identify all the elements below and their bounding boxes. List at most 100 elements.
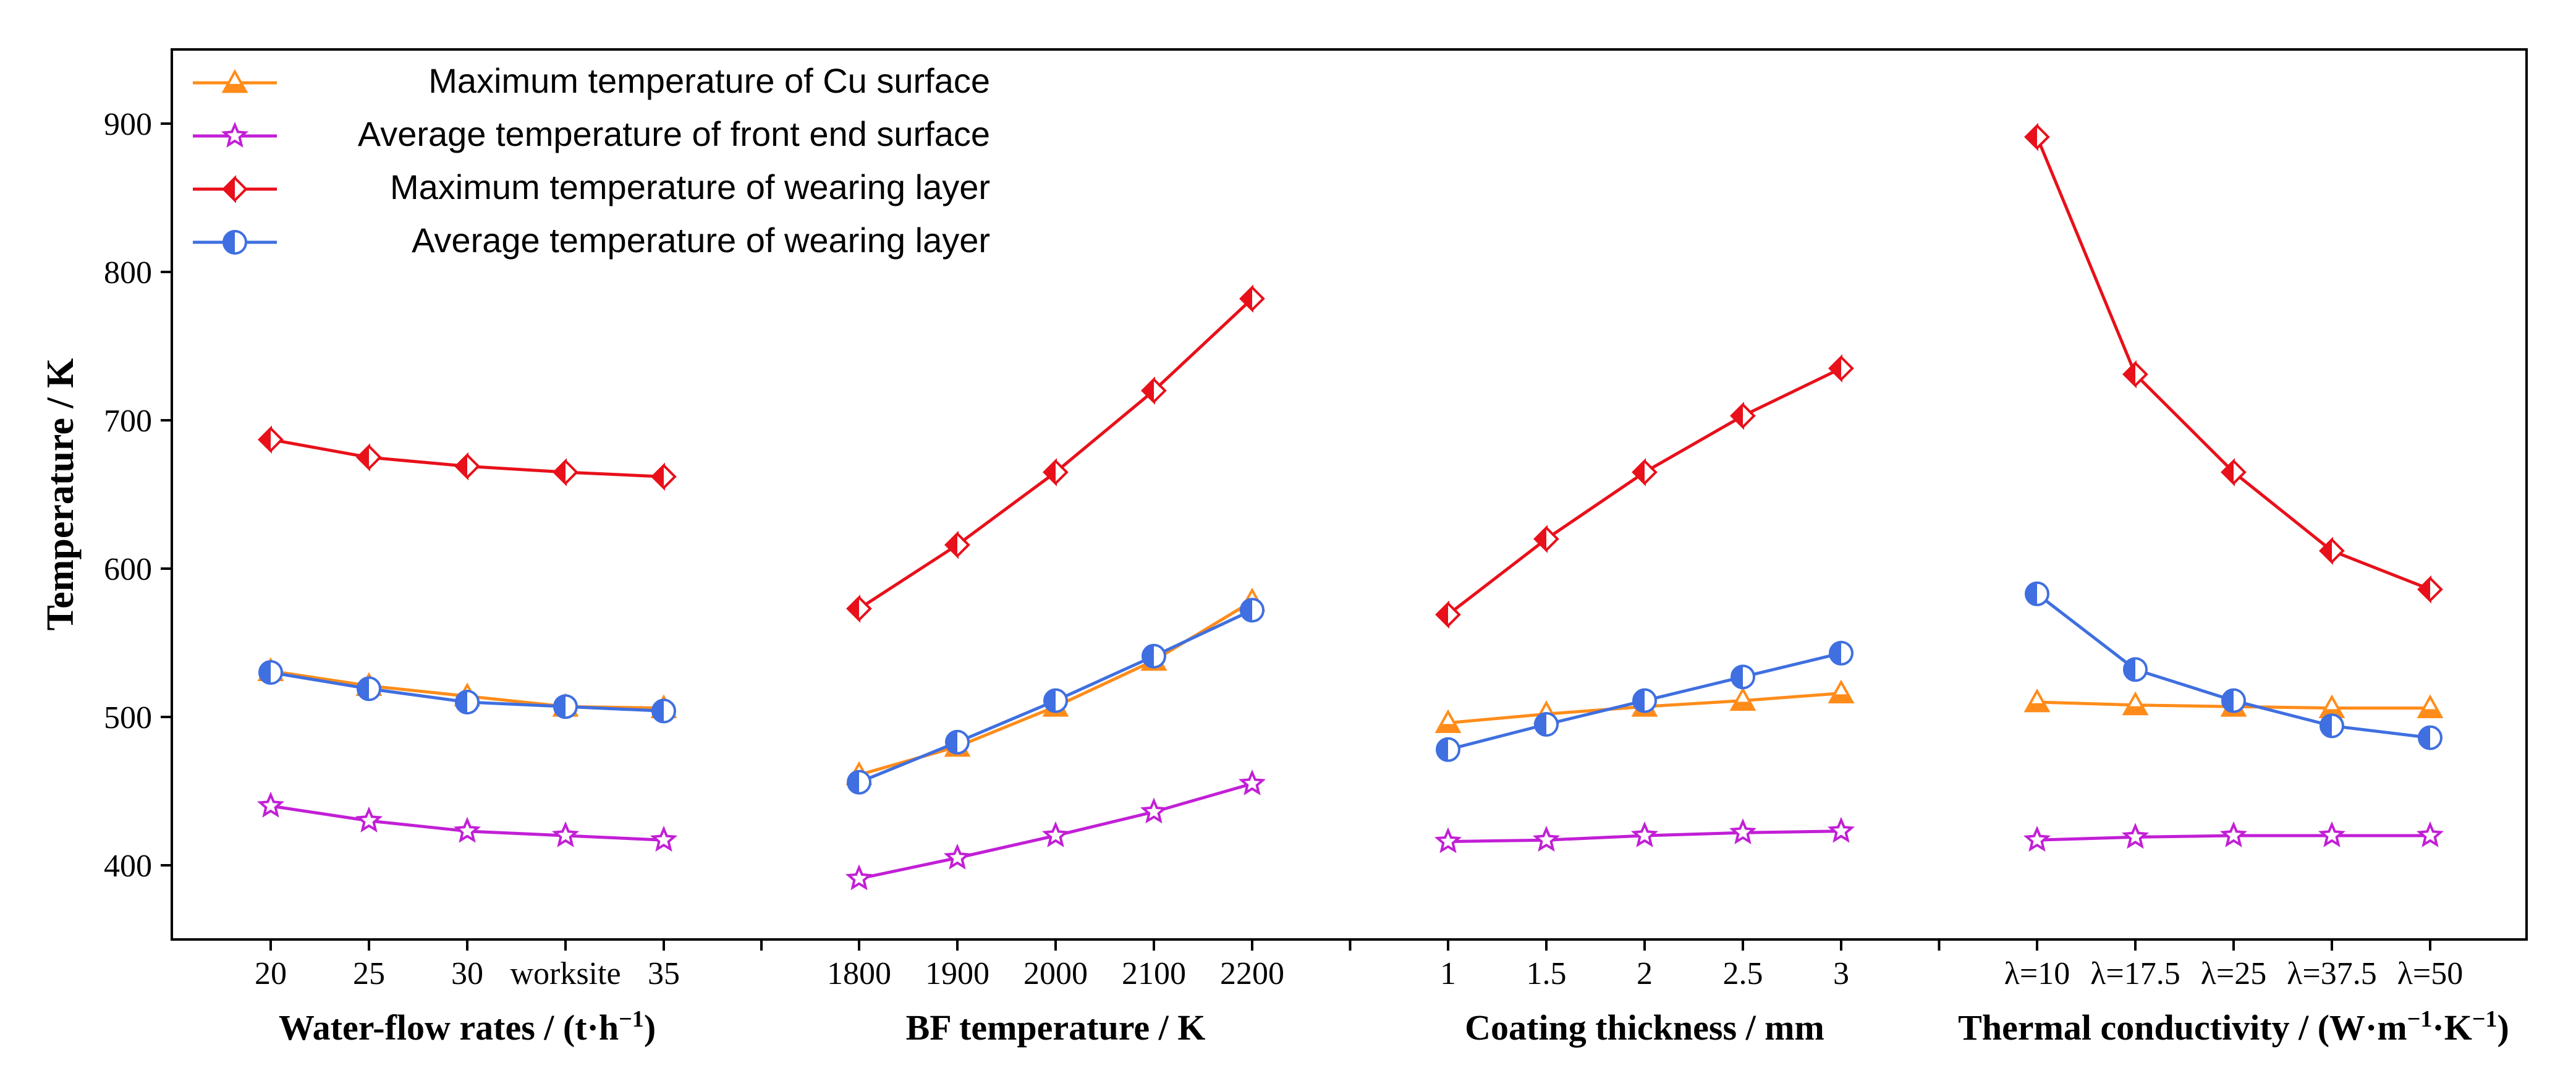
- data-point-circle-fill: [2222, 689, 2234, 712]
- series-line: [2035, 136, 2431, 591]
- x-tick-label: 2200: [1220, 956, 1284, 991]
- data-point-circle-fill: [1044, 689, 1056, 712]
- data-point-diamond: [846, 595, 872, 622]
- data-point-star: [2023, 826, 2051, 852]
- x-tick-label: 2: [1637, 956, 1653, 991]
- x-tick-label: 35: [648, 956, 680, 991]
- data-point-star: [2318, 821, 2346, 847]
- data-point-triangle-fill: [1437, 724, 1459, 732]
- data-point-diamond-hollow: [1546, 530, 1556, 548]
- x-axis-title-1: Water-flow rates / (t·h−1): [279, 1006, 656, 1048]
- data-point-diamond: [1632, 459, 1658, 485]
- data-point-circle-fill: [456, 691, 467, 713]
- data-point-star: [943, 843, 972, 870]
- data-point-diamond-hollow: [1743, 406, 1752, 425]
- data-point-diamond-hollow: [2037, 127, 2046, 146]
- data-point-diamond: [356, 444, 382, 470]
- data-point-circle-fill: [2026, 582, 2037, 605]
- series-maximum-temperature-of-cu-surface-panel-2: [845, 587, 1266, 785]
- y-tick-label: 900: [104, 107, 152, 142]
- y-tick-label: 400: [104, 849, 152, 884]
- series-average-temperature-of-wearing-layer-panel-1: [258, 660, 676, 724]
- data-point-diamond: [1141, 378, 1167, 404]
- x-tick-label: λ=17.5: [2090, 956, 2180, 991]
- x-tick-label: 1900: [925, 956, 989, 991]
- series-average-temperature-of-front-end-surface-panel-2: [845, 769, 1266, 891]
- data-point-diamond-hollow: [957, 535, 967, 554]
- data-point-diamond-hollow: [1841, 359, 1850, 378]
- legend-label: Maximum temperature of wearing layer: [390, 167, 990, 206]
- x-tick-label: 1800: [827, 956, 891, 991]
- data-point-diamond: [1435, 601, 1461, 628]
- x-tick-label: λ=25: [2201, 956, 2267, 991]
- data-point-circle-fill: [848, 771, 859, 794]
- series-line: [858, 297, 1253, 610]
- data-point-circle-fill: [1633, 689, 1645, 712]
- data-point-diamond-hollow: [1645, 463, 1654, 481]
- series-line: [1447, 367, 1842, 616]
- data-point-circle-fill: [1830, 642, 1841, 664]
- data-point-star: [1434, 827, 1462, 854]
- x-tick-label: 2000: [1023, 956, 1088, 991]
- series-maximum-temperature-of-wearing-layer-panel-2: [846, 284, 1265, 623]
- data-point-circle-fill: [260, 661, 271, 684]
- data-point-circle-fill: [358, 677, 369, 700]
- data-point-star: [256, 791, 285, 818]
- series-line: [858, 600, 1253, 777]
- data-point-diamond-hollow: [2135, 365, 2145, 384]
- series-average-temperature-of-front-end-surface-panel-1: [256, 791, 678, 852]
- data-point-diamond-hollow: [2430, 580, 2439, 599]
- data-point-diamond-hollow: [1056, 463, 1065, 481]
- y-tick-label: 800: [104, 255, 152, 290]
- x-tick-label: 20: [255, 956, 287, 991]
- data-point-triangle-fill: [1830, 694, 1852, 702]
- data-point-diamond-hollow: [1252, 289, 1261, 308]
- data-point-circle-fill: [946, 731, 957, 753]
- x-axis-title-4: Thermal conductivity / (W·m−1·K−1): [1958, 1006, 2509, 1048]
- data-point-circle-fill: [2321, 714, 2332, 737]
- x-tick-label: 1: [1440, 956, 1456, 991]
- legend-item-average-temperature-of-front-end-surface: Average temperature of front end surface: [193, 114, 990, 153]
- data-point-diamond: [2122, 361, 2148, 388]
- x-tick-label: λ=10: [2004, 956, 2070, 991]
- legend-label: Average temperature of front end surface: [358, 114, 990, 153]
- data-point-circle-fill: [1535, 713, 1546, 736]
- data-point-circle-fill: [1143, 645, 1154, 668]
- legend-label: Average temperature of wearing layer: [412, 221, 990, 260]
- series-average-temperature-of-wearing-layer-panel-4: [2025, 581, 2443, 750]
- data-point-diamond: [1730, 402, 1756, 429]
- legend-item-average-temperature-of-wearing-layer: Average temperature of wearing layer: [193, 221, 990, 260]
- x-tick-label: 3: [1833, 956, 1849, 991]
- x-axis: 20 25 30 worksite 35 Water-flow rates / (t·h−…: [255, 939, 2509, 1048]
- x-tick-label: 30: [451, 956, 483, 991]
- data-point-circle-fill: [653, 700, 664, 723]
- series-maximum-temperature-of-wearing-layer-panel-4: [2024, 122, 2443, 604]
- series-average-temperature-of-front-end-surface-panel-3: [1434, 816, 1855, 854]
- data-point-diamond: [258, 426, 284, 453]
- data-point-triangle-fill: [2026, 703, 2048, 711]
- series-average-temperature-of-front-end-surface-panel-4: [2023, 821, 2444, 852]
- legend-item-maximum-temperature-of-wearing-layer: Maximum temperature of wearing layer: [193, 167, 990, 206]
- data-point-diamond: [2024, 124, 2050, 150]
- x-axis-title-3: Coating thickness / mm: [1465, 1007, 1824, 1048]
- data-point-diamond: [1043, 459, 1069, 485]
- legend-item-maximum-temperature-of-cu-surface: Maximum temperature of Cu surface: [193, 61, 990, 100]
- data-point-diamond: [1828, 355, 1854, 381]
- data-point-star: [2416, 821, 2444, 847]
- legend-marker-star: [221, 121, 249, 148]
- data-point-circle-fill: [1732, 666, 1743, 689]
- data-point-diamond: [944, 532, 970, 558]
- data-point-star: [551, 821, 580, 847]
- data-point-diamond-hollow: [467, 457, 477, 476]
- data-point-star: [1630, 821, 1659, 847]
- data-point-star: [2121, 823, 2150, 849]
- y-tick-label: 700: [104, 404, 152, 439]
- series-average-temperature-of-wearing-layer-panel-2: [847, 598, 1265, 795]
- data-point-diamond-hollow: [566, 463, 575, 481]
- data-point-star: [1238, 769, 1266, 795]
- legend-marker-diamond: [222, 176, 248, 202]
- data-point-circle-fill: [554, 695, 566, 718]
- data-point-diamond-hollow: [271, 430, 280, 449]
- legend-marker-diamond-hollow: [235, 180, 244, 198]
